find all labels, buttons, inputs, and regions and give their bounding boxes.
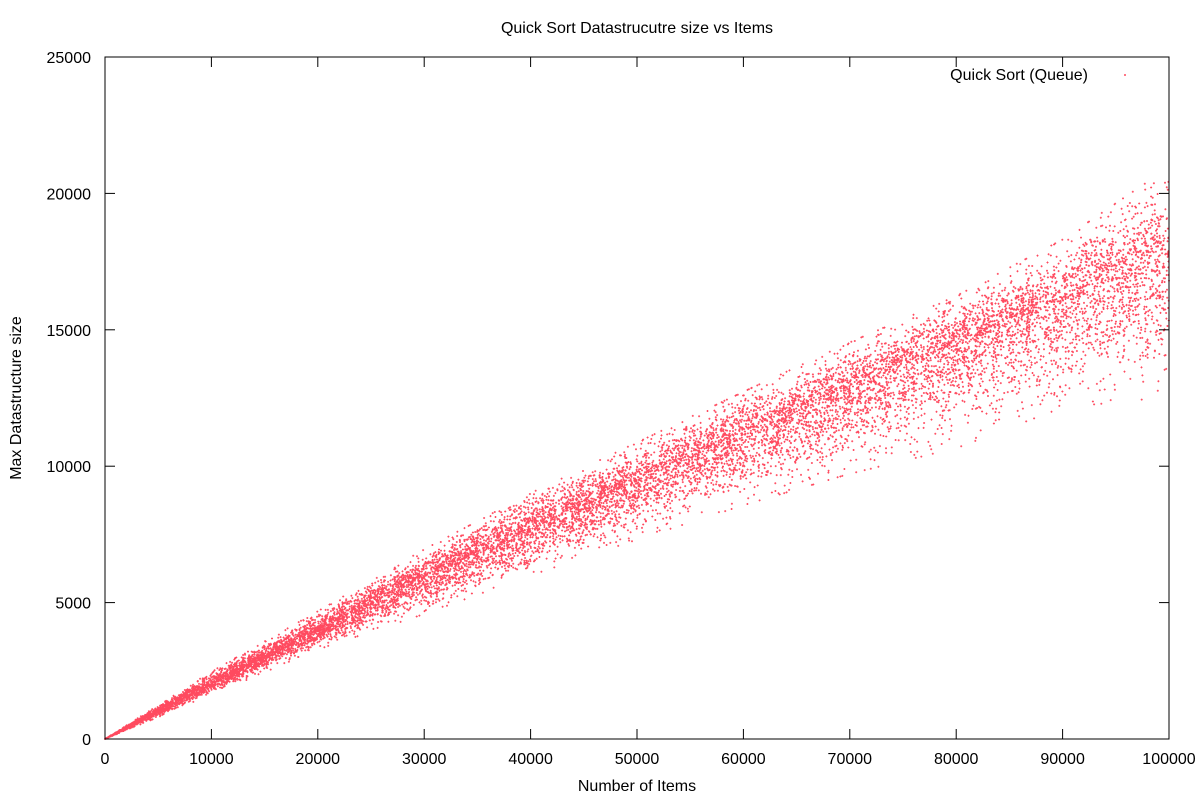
y-tick-label: 0 [82,732,91,749]
legend-marker-point [1124,74,1126,76]
x-tick-label: 30000 [402,751,447,768]
axis-ticks: 0 10000 20000 30000 40000 50000 60000 70000 8000… [47,50,1196,768]
x-tick-label: 60000 [721,751,766,768]
legend: Quick Sort (Queue) [950,67,1126,84]
x-tick-label: 90000 [1040,751,1085,768]
y-tick-label: 10000 [47,459,92,476]
x-tick-label: 0 [101,751,110,768]
x-tick-label: 20000 [296,751,341,768]
x-axis-label: Number of Items [578,778,696,795]
legend-entry-marker [1124,74,1126,76]
x-tick-label: 10000 [189,751,234,768]
y-tick-label: 25000 [47,50,92,67]
legend-entry-label: Quick Sort (Queue) [950,67,1088,84]
scatter-points-quick-sort-queue [104,180,1170,740]
x-tick-label: 100000 [1142,751,1195,768]
y-tick-label: 5000 [55,596,91,613]
x-tick-label: 50000 [615,751,660,768]
x-tick-label: 70000 [828,751,873,768]
x-tick-label: 40000 [508,751,553,768]
chart-title: Quick Sort Datastrucutre size vs Items [501,20,773,37]
data-points [104,180,1170,740]
y-tick-label: 15000 [47,323,92,340]
y-axis-label: Max Datastructure size [8,316,25,480]
y-tick-label: 20000 [47,186,92,203]
x-tick-label: 80000 [934,751,979,768]
